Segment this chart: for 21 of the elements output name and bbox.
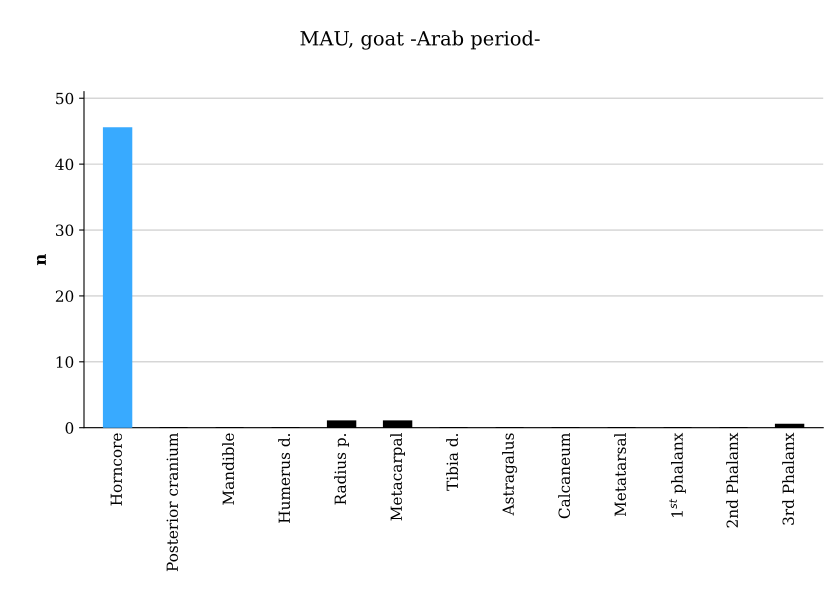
x-tick-label: 1$^{st}$ phalanx	[669, 432, 686, 517]
x-tick-label: Metatarsal	[614, 433, 626, 516]
y-tick-label: 40	[55, 158, 74, 170]
x-tick-label: Radius p.	[334, 434, 349, 505]
x-tick-label: Astragalus	[502, 433, 518, 516]
x-tick-label: Horncore	[110, 433, 122, 506]
x-tick-label: Tibia d.	[446, 434, 458, 491]
x-tick-label: Calcaneum	[558, 432, 570, 518]
x-tick-label: Humerus d.	[278, 434, 290, 523]
y-tick-label: 50	[56, 92, 74, 104]
x-tick-label: Metacarpal	[390, 433, 405, 520]
x-tick-label: Mandible	[222, 433, 234, 505]
y-tick-label: 10	[56, 356, 74, 368]
x-tick-label: 2nd Phalanx	[726, 432, 738, 528]
y-tick-label: 20	[56, 290, 74, 302]
x-tick-label: 3rd Phalanx	[782, 432, 794, 525]
y-tick-label: 30	[56, 224, 74, 236]
y-tick-label: 0	[66, 422, 74, 434]
y-axis-title: n	[36, 254, 46, 266]
chart-title: MAU, goat -Arab period-	[300, 30, 540, 50]
x-tick-label: Posterior cranium	[166, 432, 178, 572]
